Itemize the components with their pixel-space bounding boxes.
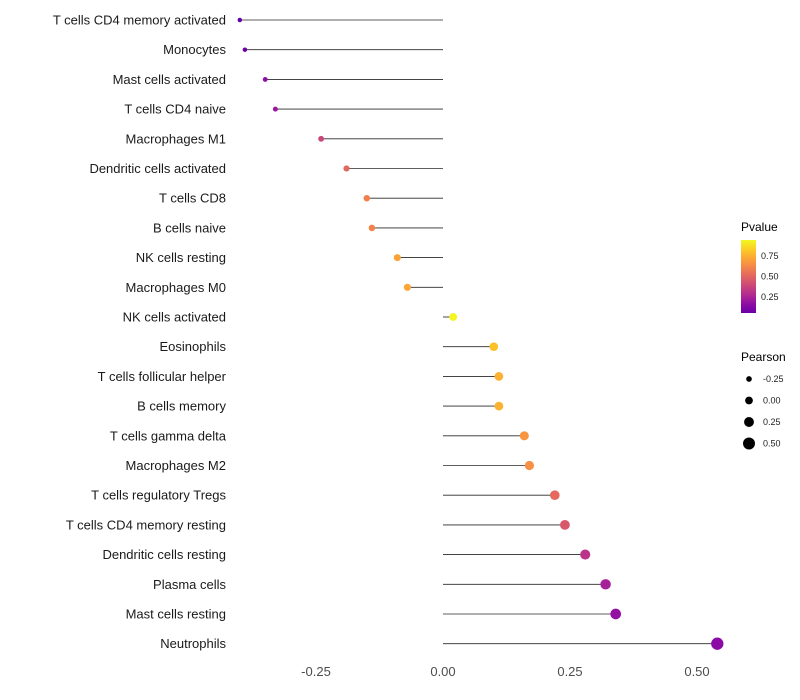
lollipop-row: T cells CD8 [159, 191, 443, 206]
category-label: NK cells resting [136, 250, 226, 265]
lollipop-row: Plasma cells [153, 577, 611, 592]
category-label: T cells CD4 memory resting [66, 517, 226, 532]
category-label: T cells CD8 [159, 191, 226, 206]
pearson-legend-label: 0.25 [763, 417, 781, 427]
lollipop-row: B cells naive [153, 220, 443, 235]
category-label: Dendritic cells resting [102, 547, 226, 562]
x-tick-label: 0.25 [557, 664, 582, 679]
lollipop-row: Dendritic cells resting [102, 547, 591, 562]
pearson-legend-dot [743, 437, 755, 450]
category-label: T cells CD4 naive [124, 102, 226, 117]
lollipop-dot [449, 313, 458, 321]
lollipop-row: NK cells activated [123, 310, 458, 325]
lollipop-row: NK cells resting [136, 250, 443, 265]
lollipop-dot [242, 47, 248, 52]
category-label: T cells CD4 memory activated [53, 13, 226, 28]
lollipop-dot [711, 637, 724, 650]
lollipop-dot [524, 460, 535, 471]
lollipop-dot [600, 579, 611, 590]
pvalue-tick-label: 0.50 [761, 272, 779, 282]
lollipop-dot [262, 76, 268, 82]
lollipop-rows: T cells CD4 memory activated Monocytes Mas… [53, 13, 724, 651]
pvalue-legend: Pvalue 0.75 0.50 0.25 [741, 220, 779, 313]
category-label: B cells naive [153, 220, 226, 235]
category-label: Dendritic cells activated [89, 161, 226, 176]
category-label: Macrophages M1 [126, 131, 226, 146]
lollipop-row: Macrophages M0 [126, 280, 443, 295]
lollipop-row: T cells gamma delta [110, 428, 529, 443]
lollipop-row: Mast cells resting [126, 607, 622, 622]
category-label: T cells follicular helper [98, 369, 227, 384]
lollipop-dot [610, 608, 622, 620]
lollipop-dot [318, 135, 324, 142]
lollipop-row: B cells memory [137, 399, 504, 414]
lollipop-row: T cells CD4 memory activated [53, 13, 443, 28]
lollipop-row: Mast cells activated [113, 72, 443, 87]
pearson-legend-dot [745, 396, 753, 405]
lollipop-dot [272, 106, 278, 112]
category-label: Macrophages M0 [126, 280, 226, 295]
category-label: Mast cells activated [113, 72, 226, 87]
category-label: B cells memory [137, 399, 226, 414]
pvalue-colorbar [741, 240, 756, 313]
x-tick-label: -0.25 [301, 664, 331, 679]
lollipop-row: Monocytes [163, 42, 443, 57]
category-label: Monocytes [163, 42, 226, 57]
lollipop-dot [368, 224, 376, 232]
pearson-legend-dot [744, 417, 754, 427]
lollipop-row: Eosinophils [160, 339, 499, 354]
pvalue-legend-title: Pvalue [741, 220, 778, 234]
category-label: T cells gamma delta [110, 428, 227, 443]
lollipop-dot [494, 401, 504, 411]
lollipop-dot [560, 520, 570, 530]
x-tick-label: 0.50 [684, 664, 709, 679]
x-axis: -0.25 0.00 0.25 0.50 [301, 664, 709, 679]
lollipop-dot [343, 165, 350, 172]
category-label: Eosinophils [160, 339, 227, 354]
pearson-legend-label: -0.25 [763, 374, 784, 384]
lollipop-row: T cells regulatory Tregs [91, 488, 560, 503]
category-label: Neutrophils [160, 636, 226, 651]
pearson-legend-title: Pearson [741, 350, 786, 364]
lollipop-dot [403, 283, 411, 291]
lollipop-dot [489, 342, 499, 352]
lollipop-dot [363, 194, 371, 202]
pearson-legend-items: -0.25 0.00 0.25 0.50 [743, 374, 784, 450]
lollipop-dot [549, 490, 560, 501]
pearson-legend-label: 0.50 [763, 439, 781, 449]
lollipop-dot [393, 254, 401, 262]
lollipop-row: T cells CD4 memory resting [66, 517, 570, 532]
x-tick-label: 0.00 [430, 664, 455, 679]
pvalue-tick-label: 0.75 [761, 251, 779, 261]
lollipop-row: Neutrophils [160, 636, 724, 651]
category-label: Macrophages M2 [126, 458, 226, 473]
category-label: Mast cells resting [126, 607, 226, 622]
lollipop-row: Macrophages M2 [126, 458, 535, 473]
lollipop-dot [580, 549, 591, 560]
lollipop-row: Macrophages M1 [126, 131, 443, 146]
category-label: T cells regulatory Tregs [91, 488, 226, 503]
pvalue-tick-label: 0.25 [761, 292, 779, 302]
lollipop-dot [494, 372, 504, 381]
lollipop-row: T cells follicular helper [98, 369, 504, 384]
lollipop-dot [519, 431, 529, 441]
pearson-legend-dot [746, 376, 752, 382]
category-label: Plasma cells [153, 577, 226, 592]
lollipop-row: T cells CD4 naive [124, 102, 443, 117]
pearson-legend-label: 0.00 [763, 396, 781, 406]
category-label: NK cells activated [123, 310, 226, 325]
pearson-legend: Pearson -0.25 0.00 0.25 0.50 [741, 350, 786, 450]
lollipop-dot [237, 17, 243, 23]
lollipop-row: Dendritic cells activated [89, 161, 443, 176]
pvalue-tick-labels: 0.75 0.50 0.25 [761, 251, 779, 302]
